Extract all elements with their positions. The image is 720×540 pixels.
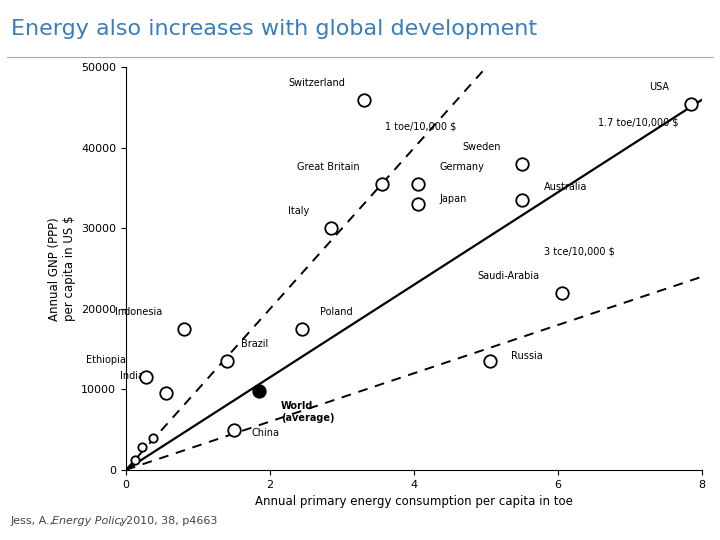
Text: 1 toe/10,000 $: 1 toe/10,000 $ xyxy=(385,122,456,132)
X-axis label: Annual primary energy consumption per capita in toe: Annual primary energy consumption per ca… xyxy=(255,495,573,508)
Text: Jess, A.,: Jess, A., xyxy=(11,516,58,526)
Text: Indonesia: Indonesia xyxy=(114,307,162,317)
Text: 1.7 toe/10,000 $: 1.7 toe/10,000 $ xyxy=(598,118,678,128)
Text: Switzerland: Switzerland xyxy=(289,78,346,87)
Text: Energy also increases with global development: Energy also increases with global develo… xyxy=(11,19,537,39)
Text: World
(average): World (average) xyxy=(281,401,334,423)
Text: Japan: Japan xyxy=(439,194,467,204)
Text: 3 tce/10,000 $: 3 tce/10,000 $ xyxy=(544,247,614,256)
Text: China: China xyxy=(252,428,280,437)
Text: Energy Policy: Energy Policy xyxy=(52,516,127,526)
Text: , 2010, 38, p4663: , 2010, 38, p4663 xyxy=(119,516,217,526)
Text: Ethiopia: Ethiopia xyxy=(86,355,126,365)
Text: Sweden: Sweden xyxy=(462,142,500,152)
Text: Poland: Poland xyxy=(320,307,353,317)
Text: Russia: Russia xyxy=(511,351,543,361)
Text: Germany: Germany xyxy=(439,162,484,172)
Text: Saudi-Arabia: Saudi-Arabia xyxy=(478,271,540,281)
Text: Great Britain: Great Britain xyxy=(297,162,360,172)
Text: Australia: Australia xyxy=(544,182,587,192)
Text: India: India xyxy=(120,372,144,381)
Text: USA: USA xyxy=(649,82,670,92)
Y-axis label: Annual GNP (PPP)
per capita in US $: Annual GNP (PPP) per capita in US $ xyxy=(48,216,76,321)
Text: Italy: Italy xyxy=(288,206,310,217)
Text: Brazil: Brazil xyxy=(241,339,269,349)
